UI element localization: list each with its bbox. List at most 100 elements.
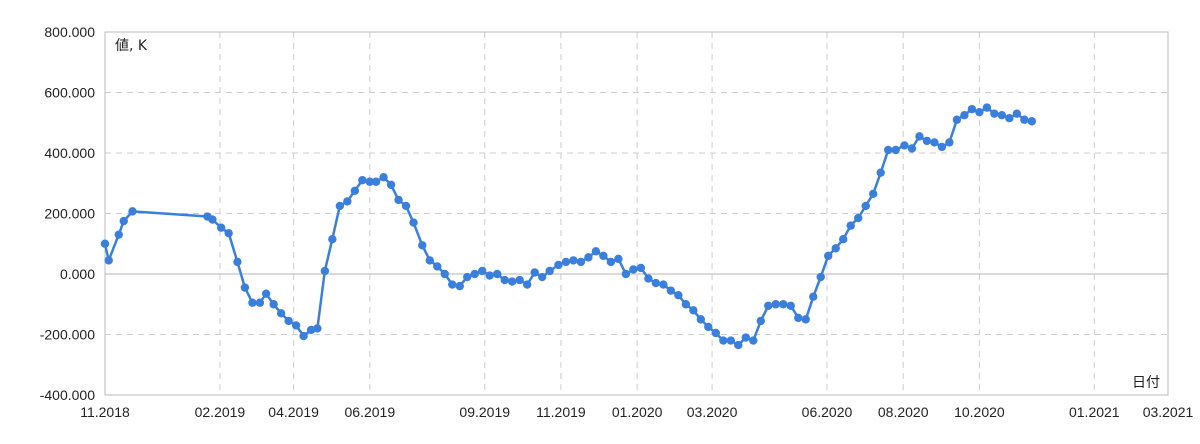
data-point[interactable]	[508, 277, 517, 286]
data-point[interactable]	[216, 223, 226, 232]
data-point[interactable]	[463, 272, 472, 282]
data-point[interactable]	[816, 272, 825, 282]
data-point[interactable]	[576, 257, 586, 267]
data-point[interactable]	[922, 136, 932, 146]
data-point[interactable]	[418, 241, 427, 250]
data-point[interactable]	[394, 195, 403, 205]
data-point[interactable]	[119, 216, 128, 226]
data-point[interactable]	[455, 281, 464, 291]
data-point[interactable]	[409, 218, 418, 227]
data-point[interactable]	[666, 286, 676, 295]
data-point[interactable]	[208, 215, 217, 224]
data-point[interactable]	[846, 221, 855, 230]
data-point[interactable]	[320, 266, 330, 276]
data-point[interactable]	[606, 257, 616, 267]
data-point[interactable]	[674, 290, 683, 300]
data-point[interactable]	[1005, 114, 1014, 123]
data-point[interactable]	[629, 265, 638, 274]
data-point[interactable]	[907, 144, 917, 153]
data-point[interactable]	[711, 328, 721, 338]
data-point[interactable]	[371, 177, 381, 186]
data-point[interactable]	[801, 315, 810, 324]
data-point[interactable]	[440, 269, 449, 279]
data-point[interactable]	[990, 109, 999, 118]
data-point[interactable]	[248, 298, 257, 307]
data-point[interactable]	[284, 316, 293, 326]
data-point[interactable]	[960, 110, 969, 120]
data-point[interactable]	[809, 292, 818, 301]
data-point[interactable]	[749, 336, 758, 345]
data-point[interactable]	[478, 266, 487, 276]
data-point[interactable]	[537, 272, 547, 282]
data-point[interactable]	[493, 269, 502, 279]
data-point[interactable]	[883, 145, 893, 155]
data-point[interactable]	[328, 235, 337, 244]
data-point[interactable]	[764, 301, 773, 310]
data-point[interactable]	[523, 280, 532, 289]
data-point[interactable]	[915, 132, 924, 141]
data-point[interactable]	[291, 321, 301, 330]
data-point[interactable]	[1020, 115, 1029, 124]
data-point[interactable]	[644, 274, 653, 283]
data-point[interactable]	[900, 141, 909, 150]
data-point[interactable]	[997, 110, 1007, 120]
data-point[interactable]	[470, 269, 479, 279]
data-point[interactable]	[876, 168, 885, 177]
data-point[interactable]	[386, 180, 396, 189]
data-point[interactable]	[114, 230, 123, 239]
data-point[interactable]	[704, 322, 713, 332]
data-point[interactable]	[651, 278, 661, 288]
data-point[interactable]	[569, 256, 578, 265]
data-point[interactable]	[681, 300, 691, 309]
data-point[interactable]	[869, 189, 878, 199]
data-point[interactable]	[448, 280, 457, 289]
data-point[interactable]	[530, 268, 539, 277]
data-point[interactable]	[599, 251, 608, 261]
data-point[interactable]	[734, 340, 743, 350]
data-point[interactable]	[365, 177, 375, 186]
data-point[interactable]	[269, 300, 278, 309]
data-point[interactable]	[255, 298, 265, 307]
data-point[interactable]	[545, 266, 554, 276]
data-point[interactable]	[591, 247, 601, 256]
data-point[interactable]	[839, 235, 848, 244]
data-point[interactable]	[224, 228, 233, 238]
data-point[interactable]	[515, 275, 524, 285]
data-point[interactable]	[261, 289, 271, 298]
data-point[interactable]	[854, 213, 863, 223]
data-point[interactable]	[500, 275, 509, 285]
data-point[interactable]	[741, 333, 750, 342]
data-point[interactable]	[771, 300, 780, 309]
data-point[interactable]	[696, 315, 706, 324]
data-point[interactable]	[659, 280, 668, 289]
data-point[interactable]	[786, 301, 795, 310]
data-point[interactable]	[831, 244, 840, 253]
data-point[interactable]	[937, 142, 947, 152]
data-point[interactable]	[930, 138, 939, 147]
data-point[interactable]	[233, 257, 242, 267]
data-point[interactable]	[358, 176, 367, 185]
data-point[interactable]	[756, 316, 765, 326]
data-point[interactable]	[861, 201, 870, 211]
data-point[interactable]	[621, 269, 631, 279]
data-point[interactable]	[891, 145, 900, 155]
data-point[interactable]	[1027, 117, 1037, 126]
data-point[interactable]	[824, 251, 833, 261]
data-point[interactable]	[104, 256, 113, 265]
data-point[interactable]	[343, 197, 352, 206]
data-point[interactable]	[584, 253, 593, 262]
data-point[interactable]	[379, 173, 388, 182]
data-point[interactable]	[100, 239, 110, 248]
data-point[interactable]	[313, 324, 322, 333]
data-point[interactable]	[636, 263, 646, 273]
data-point[interactable]	[240, 283, 250, 292]
data-point[interactable]	[128, 207, 137, 216]
data-point[interactable]	[952, 115, 962, 124]
data-point[interactable]	[689, 306, 698, 315]
data-point[interactable]	[299, 331, 308, 341]
data-point[interactable]	[276, 309, 286, 318]
data-point[interactable]	[554, 260, 563, 270]
data-point[interactable]	[561, 257, 571, 267]
data-point[interactable]	[1012, 109, 1022, 118]
data-point[interactable]	[425, 256, 434, 265]
